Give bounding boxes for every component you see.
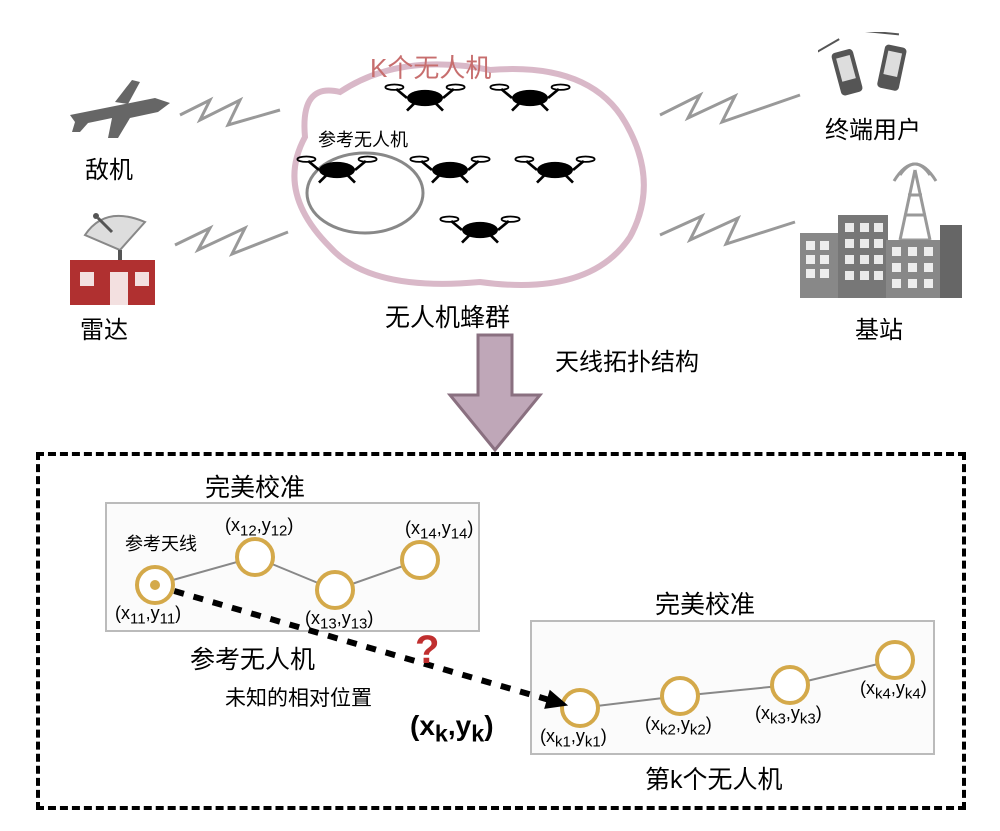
xk-sub1: k [435,721,448,747]
coord-label: (xk2,yk2) [645,714,712,739]
xk-label: (xk,yk) [410,710,494,748]
xk-open: (x [410,710,435,741]
xk-close: ) [484,710,493,741]
coord-label: (x14,y14) [405,518,473,543]
coord-label: (x11,y11) [115,603,181,628]
unknown-pos-label: 未知的相对位置 [225,682,372,712]
coord-label: (xk4,yk4) [860,678,927,703]
xk-sub2: k [471,721,484,747]
question-mark: ? [415,628,439,673]
coord-label: (x12,y12) [225,515,293,540]
coord-label: (xk1,yk1) [540,726,607,751]
antenna-layer [0,0,1000,831]
coord-label: (xk3,yk3) [755,703,822,728]
xk-mid: ,y [448,710,471,741]
coord-label: (x13,y13) [305,608,373,633]
